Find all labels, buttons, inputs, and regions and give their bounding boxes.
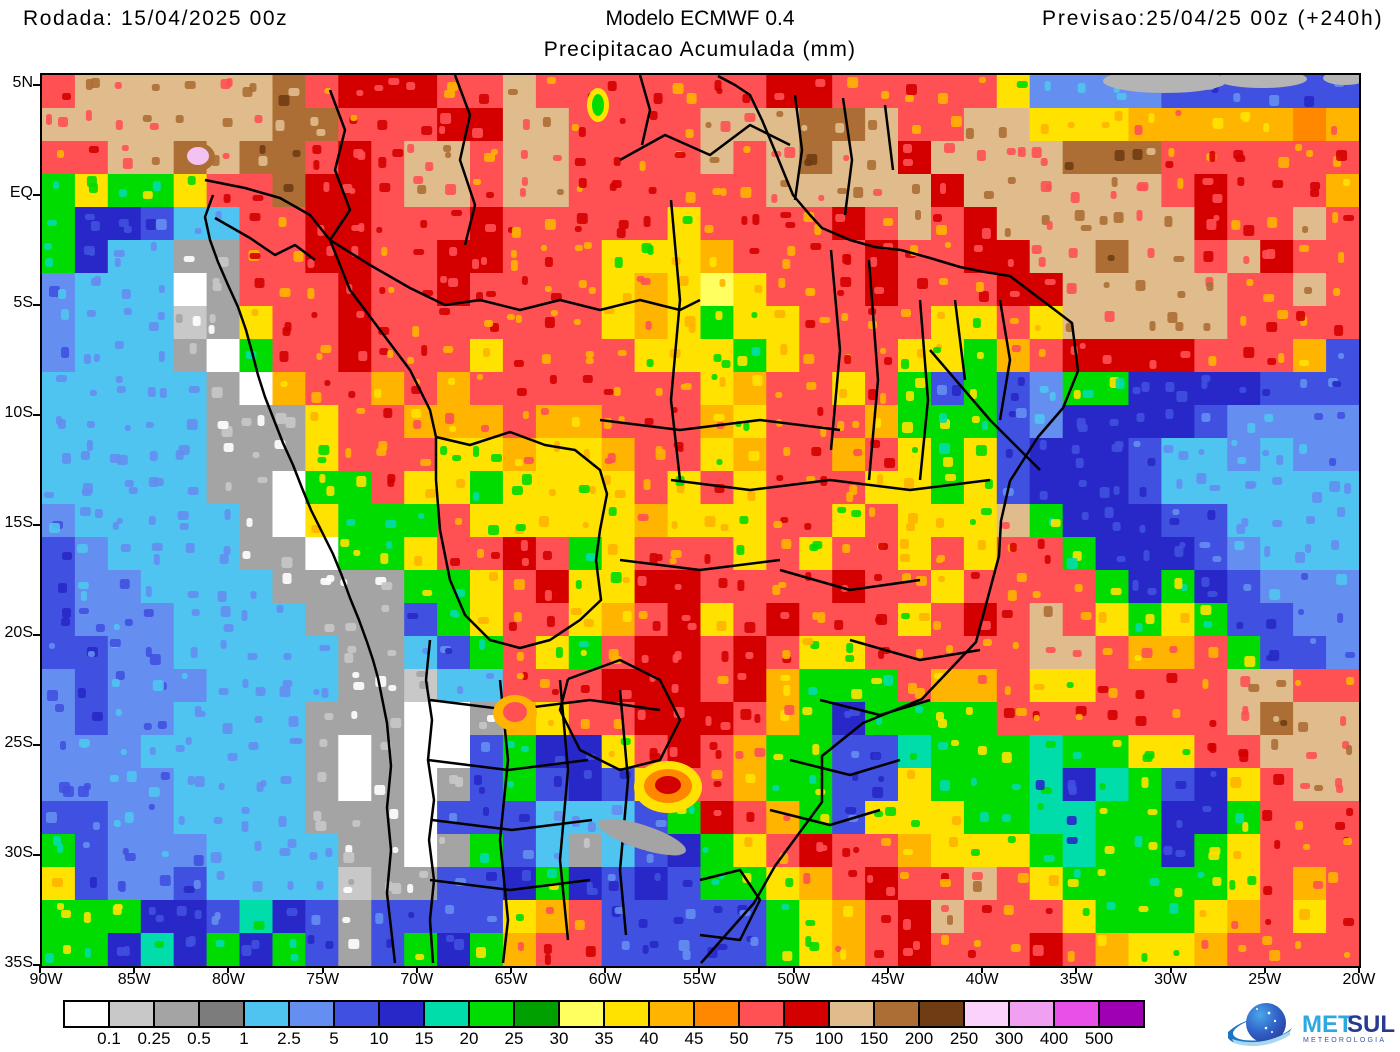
svg-text:MET: MET: [1302, 1011, 1353, 1038]
svg-text:METEOROLOGIA: METEOROLOGIA: [1303, 1037, 1386, 1044]
svg-text:SUL: SUL: [1347, 1011, 1395, 1038]
